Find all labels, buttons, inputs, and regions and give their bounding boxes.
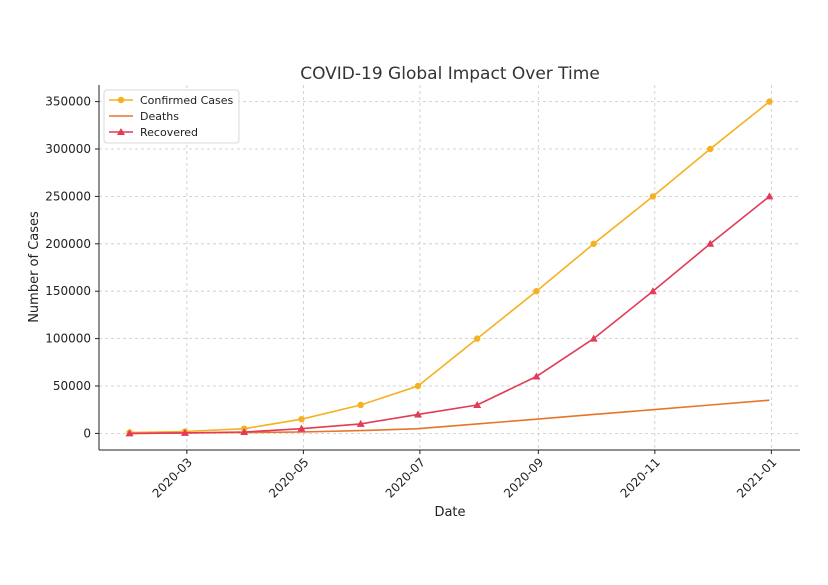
data-point-recovered: [706, 239, 715, 247]
legend-label: Confirmed Cases: [140, 94, 234, 107]
data-point-recovered: [532, 372, 541, 380]
data-point-recovered: [125, 429, 134, 437]
data-point-confirmed-cases: [357, 401, 364, 409]
series-deaths: [129, 399, 770, 435]
series-line-recovered: [129, 195, 770, 435]
legend-item-confirmed-cases: Confirmed Cases: [109, 94, 234, 107]
data-point-confirmed-cases: [473, 335, 481, 342]
legend-item-deaths: Deaths: [109, 110, 179, 123]
legend: Confirmed Cases Deaths Recovered: [103, 89, 240, 144]
series-line-confirmed-cases: [129, 100, 770, 434]
y-tick-label: 300000: [45, 142, 91, 156]
data-point-confirmed-cases: [649, 193, 657, 200]
data-point-recovered: [297, 424, 306, 432]
data-point-recovered: [240, 427, 249, 435]
axes: [98, 85, 800, 451]
ticks: 0 50000 100000 150000 200000 250000 300000 3500…: [45, 95, 779, 501]
data-point-recovered: [765, 192, 774, 200]
data-point-confirmed-cases: [590, 240, 597, 247]
data-point-confirmed-cases: [298, 415, 305, 423]
x-tick-label: 2021-01: [734, 455, 779, 500]
series-confirmed-cases: [126, 98, 773, 436]
data-point-confirmed-cases: [707, 145, 714, 153]
legend-item-recovered: Recovered: [109, 126, 198, 139]
y-tick-label: 150000: [45, 284, 91, 298]
data-point-confirmed-cases: [766, 98, 773, 105]
data-point-recovered: [180, 428, 189, 436]
series-recovered: [125, 192, 774, 437]
legend-label: Deaths: [140, 110, 179, 123]
legend-frame: [103, 89, 240, 144]
series-line-deaths: [129, 399, 770, 435]
chart-title: COVID-19 Global Impact Over Time: [300, 64, 600, 84]
y-tick-label: 50000: [53, 379, 91, 393]
data-point-recovered: [356, 419, 365, 427]
grid: [99, 85, 800, 450]
data-point-confirmed-cases: [533, 288, 540, 295]
data-point-recovered: [648, 287, 657, 295]
data-point-confirmed-cases: [414, 382, 422, 390]
series-layer: [125, 98, 774, 437]
data-point-recovered: [413, 410, 422, 418]
x-axis-title: Date: [434, 505, 465, 520]
y-tick-label: 100000: [45, 332, 91, 346]
y-tick-label: 350000: [45, 95, 91, 109]
legend-marker: [117, 96, 125, 104]
y-tick-label: 0: [83, 426, 91, 440]
legend-marker: [117, 128, 125, 135]
x-tick-label: 2020-03: [150, 455, 195, 500]
data-point-recovered: [589, 334, 598, 342]
x-tick-label: 2020-11: [618, 455, 663, 500]
legend-label: Recovered: [140, 126, 198, 139]
data-point-recovered: [473, 400, 482, 408]
x-tick-label: 2020-07: [383, 455, 428, 500]
y-axis-title: Number of Cases: [27, 211, 42, 323]
y-tick-label: 200000: [45, 237, 91, 251]
x-tick-label: 2020-09: [501, 455, 546, 500]
y-tick-label: 250000: [45, 189, 91, 203]
x-tick-label: 2020-05: [266, 455, 311, 500]
